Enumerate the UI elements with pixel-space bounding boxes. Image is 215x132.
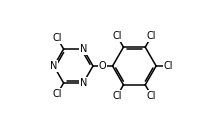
Text: N: N	[80, 44, 87, 54]
Text: Cl: Cl	[53, 33, 62, 43]
Text: N: N	[50, 61, 57, 71]
Text: Cl: Cl	[112, 31, 122, 41]
Text: Cl: Cl	[164, 61, 173, 71]
Text: Cl: Cl	[112, 91, 122, 101]
Text: Cl: Cl	[147, 91, 156, 101]
Text: N: N	[80, 78, 87, 88]
Text: Cl: Cl	[53, 89, 62, 99]
Text: O: O	[99, 61, 107, 71]
Text: Cl: Cl	[147, 31, 156, 41]
